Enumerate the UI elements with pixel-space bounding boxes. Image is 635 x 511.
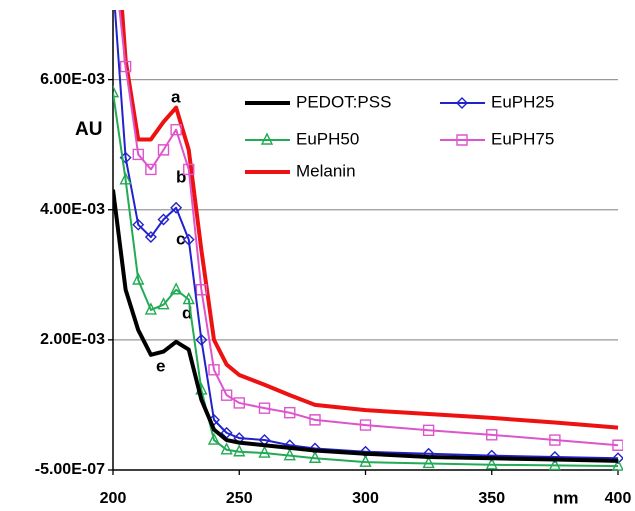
marker [486, 429, 498, 441]
x-tick-label: 250 [226, 490, 253, 507]
marker [220, 389, 233, 401]
x-tick-label: 400 [605, 490, 632, 507]
series-line [113, 92, 619, 468]
legend-label: PEDOT:PSS [296, 92, 391, 111]
series-line [120, 10, 619, 430]
marker [195, 333, 208, 346]
annotation: b [176, 167, 186, 186]
series-line [118, 10, 619, 447]
marker [485, 449, 498, 462]
marker [548, 457, 562, 471]
marker [170, 201, 183, 214]
x-tick-label: 200 [100, 490, 127, 507]
marker [119, 60, 132, 73]
marker [220, 442, 233, 455]
annotation: d [182, 303, 192, 322]
y-tick-label: -5.00E-07 [35, 461, 105, 478]
plot-area [113, 10, 623, 471]
marker [422, 424, 435, 436]
marker [182, 291, 195, 305]
marker [309, 414, 321, 426]
marker [183, 163, 195, 176]
legend-label: Melanin [296, 161, 356, 180]
marker [113, 85, 120, 98]
series-line [114, 10, 619, 460]
marker [157, 144, 170, 156]
marker [359, 419, 372, 431]
marker [485, 457, 498, 470]
legend-label: EuPH75 [491, 129, 554, 148]
marker [233, 397, 245, 409]
legend-label: EuPH50 [296, 129, 359, 148]
marker [233, 444, 246, 457]
marker [195, 284, 208, 296]
marker [207, 432, 221, 445]
marker [170, 124, 182, 136]
marker [283, 448, 296, 461]
marker [611, 458, 623, 471]
marker [182, 233, 195, 246]
marker [157, 213, 170, 226]
x-tick-label: 300 [352, 490, 379, 507]
marker [612, 452, 623, 465]
marker [144, 302, 158, 315]
y-axis-label: AU [75, 119, 102, 140]
marker [260, 132, 274, 145]
series-line [113, 189, 619, 463]
marker [157, 297, 170, 310]
annotation: a [171, 87, 181, 106]
marker [258, 402, 271, 414]
marker [144, 231, 157, 244]
marker [208, 364, 220, 376]
x-tick-label: 350 [478, 490, 505, 507]
y-tick-label: 2.00E-03 [40, 331, 105, 348]
marker [549, 434, 561, 446]
marker [145, 163, 157, 176]
x-axis-label: nm [553, 488, 579, 507]
marker [132, 148, 144, 161]
marker [612, 439, 623, 451]
legend-label: EuPH25 [491, 92, 554, 111]
marker [359, 454, 372, 467]
marker [284, 407, 296, 419]
y-tick-label: 6.00E-03 [40, 71, 105, 88]
y-tick-label: 4.00E-03 [40, 201, 105, 218]
marker [456, 97, 468, 109]
marker [456, 134, 468, 146]
marker [422, 455, 435, 469]
marker [258, 445, 271, 458]
marker [308, 450, 322, 463]
marker [119, 172, 132, 185]
marker [548, 450, 561, 463]
annotation: e [156, 356, 165, 375]
marker [169, 282, 183, 295]
marker [132, 218, 145, 231]
annotation: c [176, 229, 185, 248]
marker [132, 272, 145, 285]
